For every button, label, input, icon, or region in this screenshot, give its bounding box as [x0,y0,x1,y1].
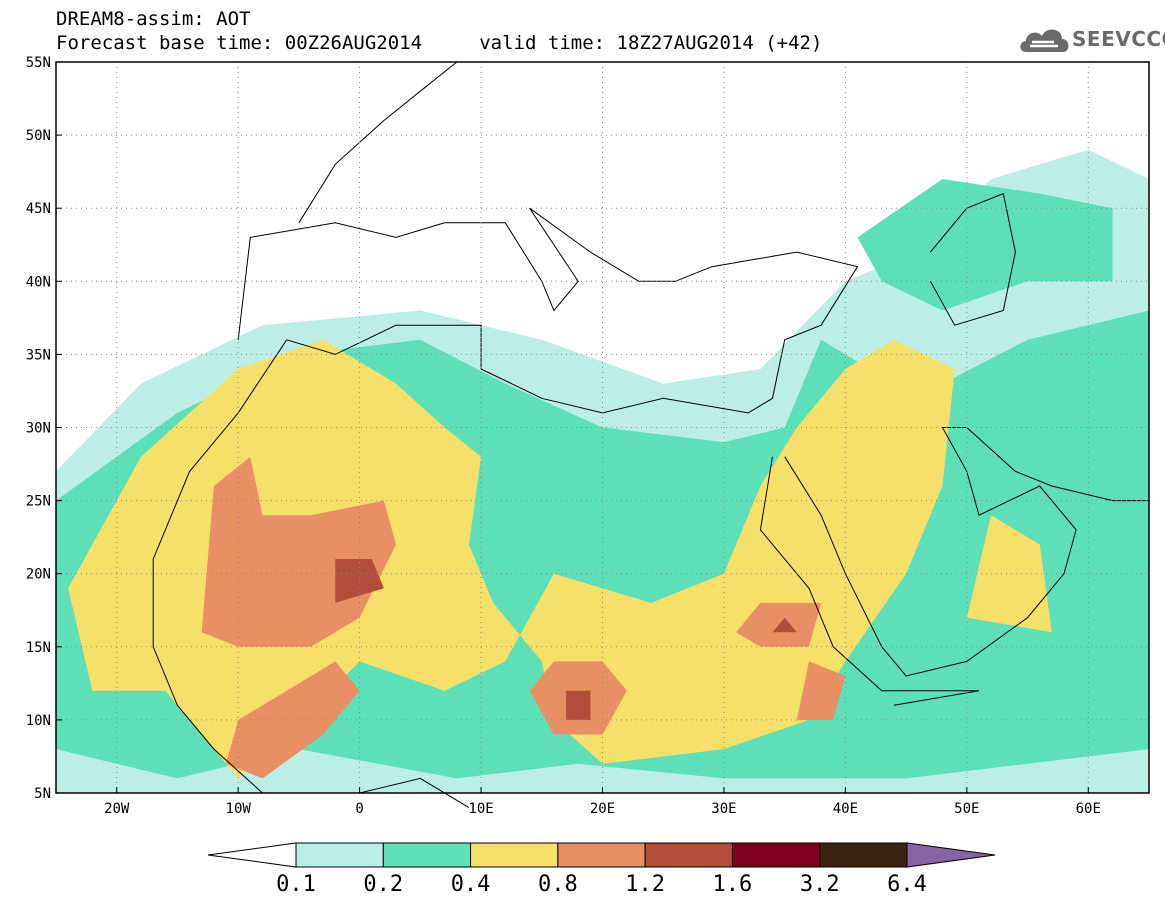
dust-contour-4 [966,515,1052,633]
colorbar-label: 3.2 [799,872,840,897]
map-subtitle: Forecast base time: 00Z26AUG2014 valid t… [56,32,823,54]
colorbar-low-arrow [207,842,297,868]
dust-contour-9 [796,661,846,720]
lat-label-10N: 10N [26,713,51,729]
colorbar-box-6 [731,842,821,868]
lon-label-60E: 60E [1076,801,1101,817]
lat-label-30N: 30N [26,421,51,437]
lat-label-20N: 20N [26,567,51,583]
dust-contour-8 [736,602,822,647]
coastline-1 [152,339,288,794]
lon-label-50E: 50E [954,801,979,817]
lat-label-35N: 35N [26,347,51,363]
lat-label-45N: 45N [26,201,51,217]
gridlines [56,61,1149,794]
dust-contour-3 [68,339,955,779]
coastline-5 [298,61,458,224]
coastline-4 [784,427,1149,677]
lon-label-0: 0 [355,801,363,817]
dust-contour-6 [226,661,360,779]
colorbar-box-1 [295,842,384,868]
lat-label-25N: 25N [26,494,51,510]
colorbar [207,842,996,868]
lat-label-55N: 55N [26,55,51,71]
colorbar-label: 0.4 [450,872,491,897]
colorbar-label: 6.4 [887,872,927,897]
colorbar-box-4 [557,842,646,868]
coastlines [152,61,1149,809]
logo-text: SEEVCCC [1072,27,1165,51]
dust-contour-5 [201,456,396,647]
lon-label-40E: 40E [833,801,858,817]
lat-label-15N: 15N [26,640,51,656]
dust-contour-12 [772,617,797,633]
lon-label-30E: 30E [711,801,736,817]
dust-contour-2 [857,179,1113,311]
colorbar-box-7 [819,842,908,868]
lat-label-5N: 5N [34,786,51,802]
colorbar-high-arrow [906,842,996,868]
dust-contour-10 [335,559,384,603]
dust-contour-11 [566,690,591,720]
lat-label-40N: 40N [26,274,51,290]
colorbar-label: 0.1 [276,872,316,897]
lon-label-10W: 10W [226,801,252,817]
lon-labels: 20W 10W 0 10E 20E 30E 40E 50E 60E [104,801,1101,817]
lon-label-20W: 20W [104,801,130,817]
coastline-3 [759,456,980,706]
colorbar-label: 1.2 [625,872,666,897]
colorbar-label: 1.6 [712,872,753,897]
colorbar-box-3 [470,842,559,868]
colorbar-label: 0.8 [537,872,578,897]
map-title: DREAM8-assim: AOT [56,8,251,30]
coastline-0 [237,207,859,414]
colorbar-box-2 [382,842,472,868]
aot-fields [56,149,1149,793]
lon-label-10E: 10E [468,801,493,817]
cloud-logo-icon [1020,29,1069,52]
colorbar-box-5 [644,842,733,868]
lat-label-50N: 50N [26,128,51,144]
lat-labels: 5N 10N 15N 20N 25N 30N 35N 40N 45N 50N 55N [26,55,51,802]
lon-label-20E: 20E [590,801,615,817]
colorbar-label: 0.2 [363,872,404,897]
map-border [55,61,1150,794]
